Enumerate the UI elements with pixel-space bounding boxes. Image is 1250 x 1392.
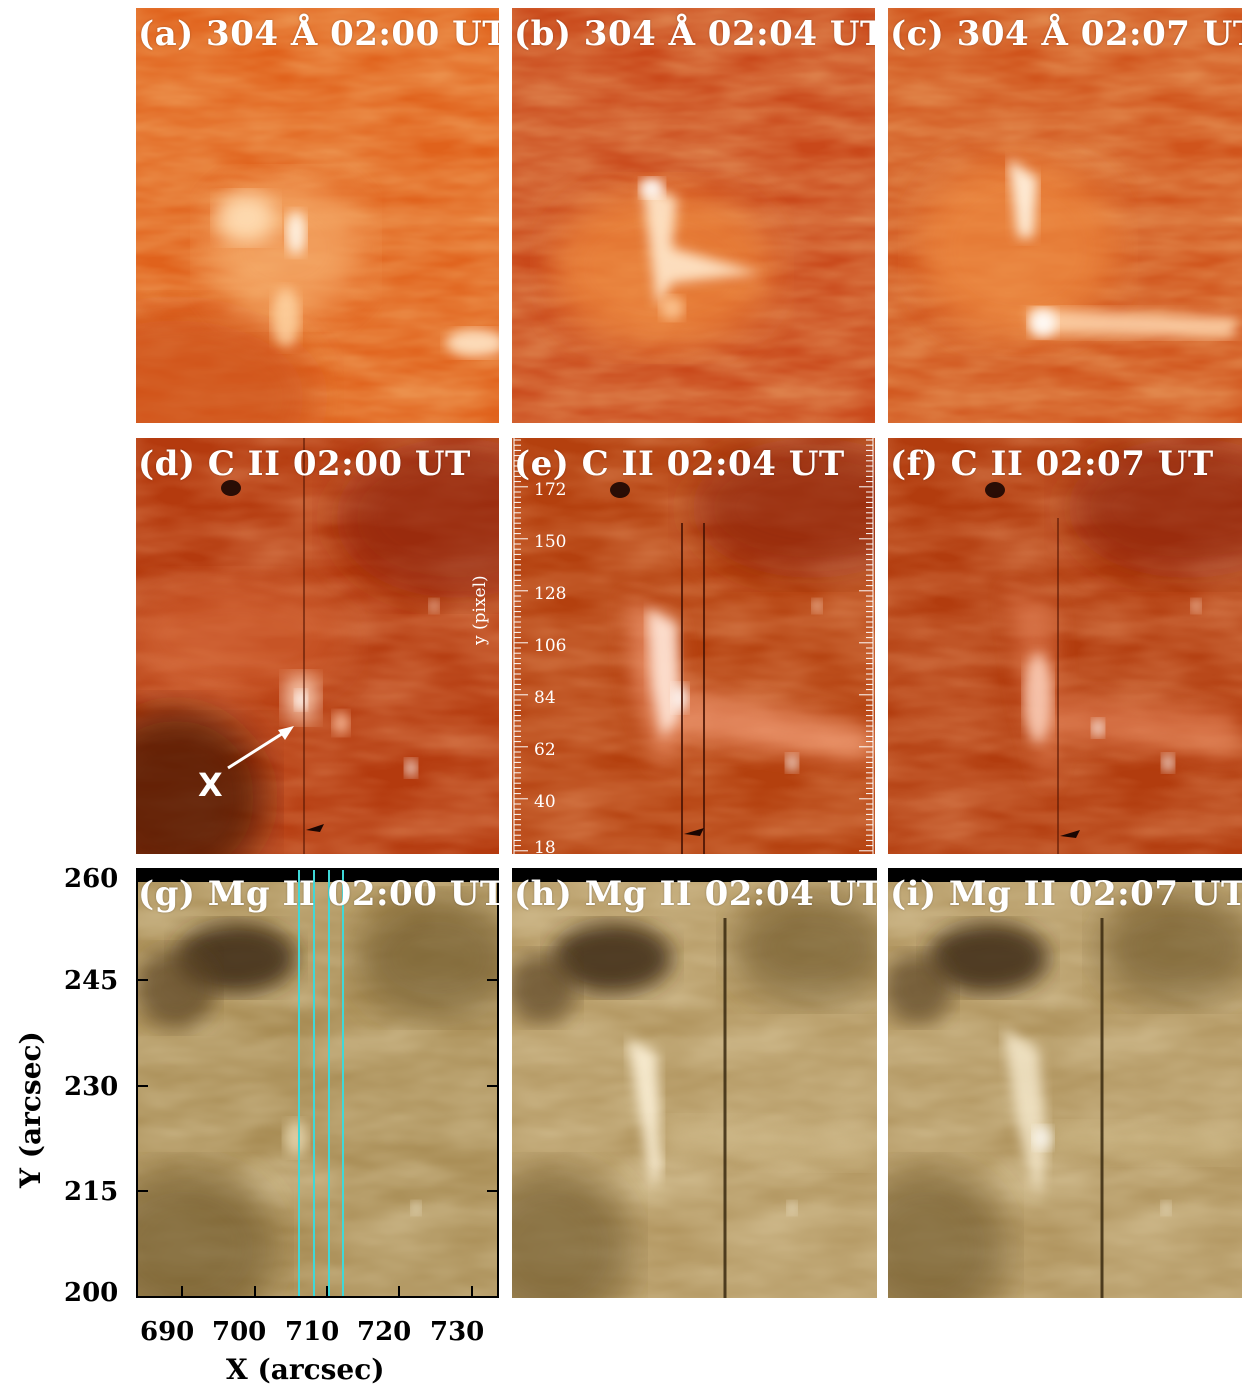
panel-h-mgii-0204: (h) Mg II 02:04 UT bbox=[512, 868, 877, 1298]
panel-e-label: (e) C II 02:04 UT bbox=[514, 444, 845, 484]
x-tick-690: 690 bbox=[140, 1317, 195, 1347]
solar-image-cii bbox=[888, 438, 1242, 854]
y-tick-260: 260 bbox=[64, 864, 119, 894]
x-tick-730: 730 bbox=[430, 1317, 485, 1347]
pixel-tick-40: 40 bbox=[534, 792, 556, 812]
panel-c-label: (c) 304 Å 02:07 UT bbox=[890, 14, 1242, 54]
panel-b-aia304-0204: (b) 304 Å 02:04 UT bbox=[512, 8, 875, 423]
solar-image-cii bbox=[512, 438, 875, 854]
y-tick-230: 230 bbox=[64, 1072, 119, 1102]
inner-pixel-axes bbox=[513, 438, 874, 854]
panel-f-cii-0207: (f) C II 02:07 UT bbox=[888, 438, 1242, 854]
solar-image-304 bbox=[512, 8, 875, 423]
pixel-tick-84: 84 bbox=[534, 688, 556, 708]
panel-f-label: (f) C II 02:07 UT bbox=[890, 444, 1214, 484]
solar-image-cii bbox=[136, 438, 499, 854]
x-tick-710: 710 bbox=[285, 1317, 340, 1347]
solar-image-mgii bbox=[512, 868, 877, 1298]
inner-axis-title: y (pixel) bbox=[470, 575, 490, 645]
panel-d-label: (d) C II 02:00 UT bbox=[138, 444, 471, 484]
arrow-annotation bbox=[227, 726, 294, 770]
pixel-tick-128: 128 bbox=[534, 584, 567, 604]
panel-c-aia304-0207: (c) 304 Å 02:07 UT bbox=[888, 8, 1242, 423]
y-axis-title: Y (arcsec) bbox=[14, 1031, 47, 1188]
x-tick-700: 700 bbox=[212, 1317, 267, 1347]
x-axis-title: X (arcsec) bbox=[226, 1353, 385, 1386]
panel-a-aia304-0200: (a) 304 Å 02:00 UT bbox=[136, 8, 499, 423]
solar-image-304 bbox=[136, 8, 499, 423]
panel-b-label: (b) 304 Å 02:04 UT bbox=[514, 14, 875, 54]
pixel-tick-172: 172 bbox=[534, 480, 567, 500]
panel-i-label: (i) Mg II 02:07 UT bbox=[890, 874, 1242, 914]
y-tick-245: 245 bbox=[64, 966, 119, 996]
pixel-tick-62: 62 bbox=[534, 740, 556, 760]
panel-a-label: (a) 304 Å 02:00 UT bbox=[138, 14, 499, 54]
panel-d-cii-0200: (d) C II 02:00 UT X bbox=[136, 438, 499, 854]
pixel-tick-18: 18 bbox=[534, 838, 556, 854]
panel-i-mgii-0207: (i) Mg II 02:07 UT bbox=[888, 868, 1242, 1298]
solar-image-mgii bbox=[136, 868, 499, 1298]
panel-e-cii-0204: (e) C II 02:04 UT 172 150 128 106 84 62 … bbox=[512, 438, 875, 854]
y-tick-215: 215 bbox=[64, 1177, 119, 1207]
y-tick-200: 200 bbox=[64, 1278, 119, 1308]
panel-g-mgii-0200: (g) Mg II 02:00 UT bbox=[136, 868, 499, 1298]
solar-image-mgii bbox=[888, 868, 1242, 1298]
panel-g-label: (g) Mg II 02:00 UT bbox=[138, 874, 499, 914]
x-marker: X bbox=[198, 766, 223, 804]
panel-h-label: (h) Mg II 02:04 UT bbox=[514, 874, 877, 914]
pixel-tick-150: 150 bbox=[534, 532, 567, 552]
solar-image-304 bbox=[888, 8, 1242, 423]
pixel-tick-106: 106 bbox=[534, 636, 567, 656]
x-tick-720: 720 bbox=[357, 1317, 412, 1347]
